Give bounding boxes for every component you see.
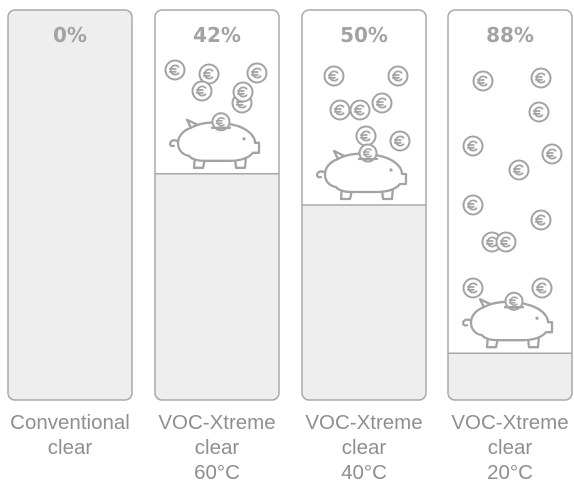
euro-coin-icon — [530, 67, 552, 89]
category-label-0: Conventional clear — [10, 411, 130, 459]
euro-coin-icon — [389, 130, 411, 152]
bar-column-0: 0% — [7, 9, 133, 401]
euro-coin-icon — [371, 92, 393, 114]
euro-coin-icon — [531, 277, 553, 299]
euro-coin-icon — [232, 81, 254, 103]
bar-3 — [448, 10, 572, 354]
euro-coin-icon — [329, 99, 351, 121]
bar-outline-0 — [7, 9, 133, 401]
euro-coin-icon — [508, 159, 530, 181]
bar-base-0 — [8, 10, 132, 400]
piggy-bank-icon — [169, 112, 261, 169]
value-label-0: 0% — [53, 23, 87, 47]
euro-coin-icon — [495, 231, 517, 253]
euro-coin-icon — [541, 143, 563, 165]
euro-coin-icon — [387, 65, 409, 87]
category-label-1: VOC-Xtreme clear 60°C — [158, 411, 276, 484]
euro-coin-icon — [462, 277, 484, 299]
value-label-1: 42% — [193, 23, 241, 47]
piggy-bank-icon — [316, 143, 408, 201]
euro-coin-icon — [164, 59, 186, 81]
bar-outline-1 — [154, 9, 280, 401]
piggy-bank-icon — [462, 291, 554, 349]
euro-coin-icon — [246, 62, 268, 84]
bar-outline-3 — [447, 9, 573, 401]
category-label-2: VOC-Xtreme clear 40°C — [305, 411, 423, 484]
value-label-2: 50% — [340, 23, 388, 47]
euro-coin-icon — [323, 65, 345, 87]
euro-coin-icon — [349, 99, 371, 121]
euro-coin-icon — [462, 135, 484, 157]
value-label-3: 88% — [486, 23, 534, 47]
euro-coin-icon — [472, 70, 494, 92]
category-label-3: VOC-Xtreme clear 20°C — [451, 411, 569, 484]
euro-coin-icon — [462, 194, 484, 216]
bar-column-2: 50% — [301, 9, 427, 401]
euro-coin-icon — [528, 101, 550, 123]
bar-outline-2 — [301, 9, 427, 401]
euro-coin-icon — [355, 125, 377, 147]
euro-coin-icon — [191, 80, 213, 102]
euro-coin-icon — [530, 209, 552, 231]
